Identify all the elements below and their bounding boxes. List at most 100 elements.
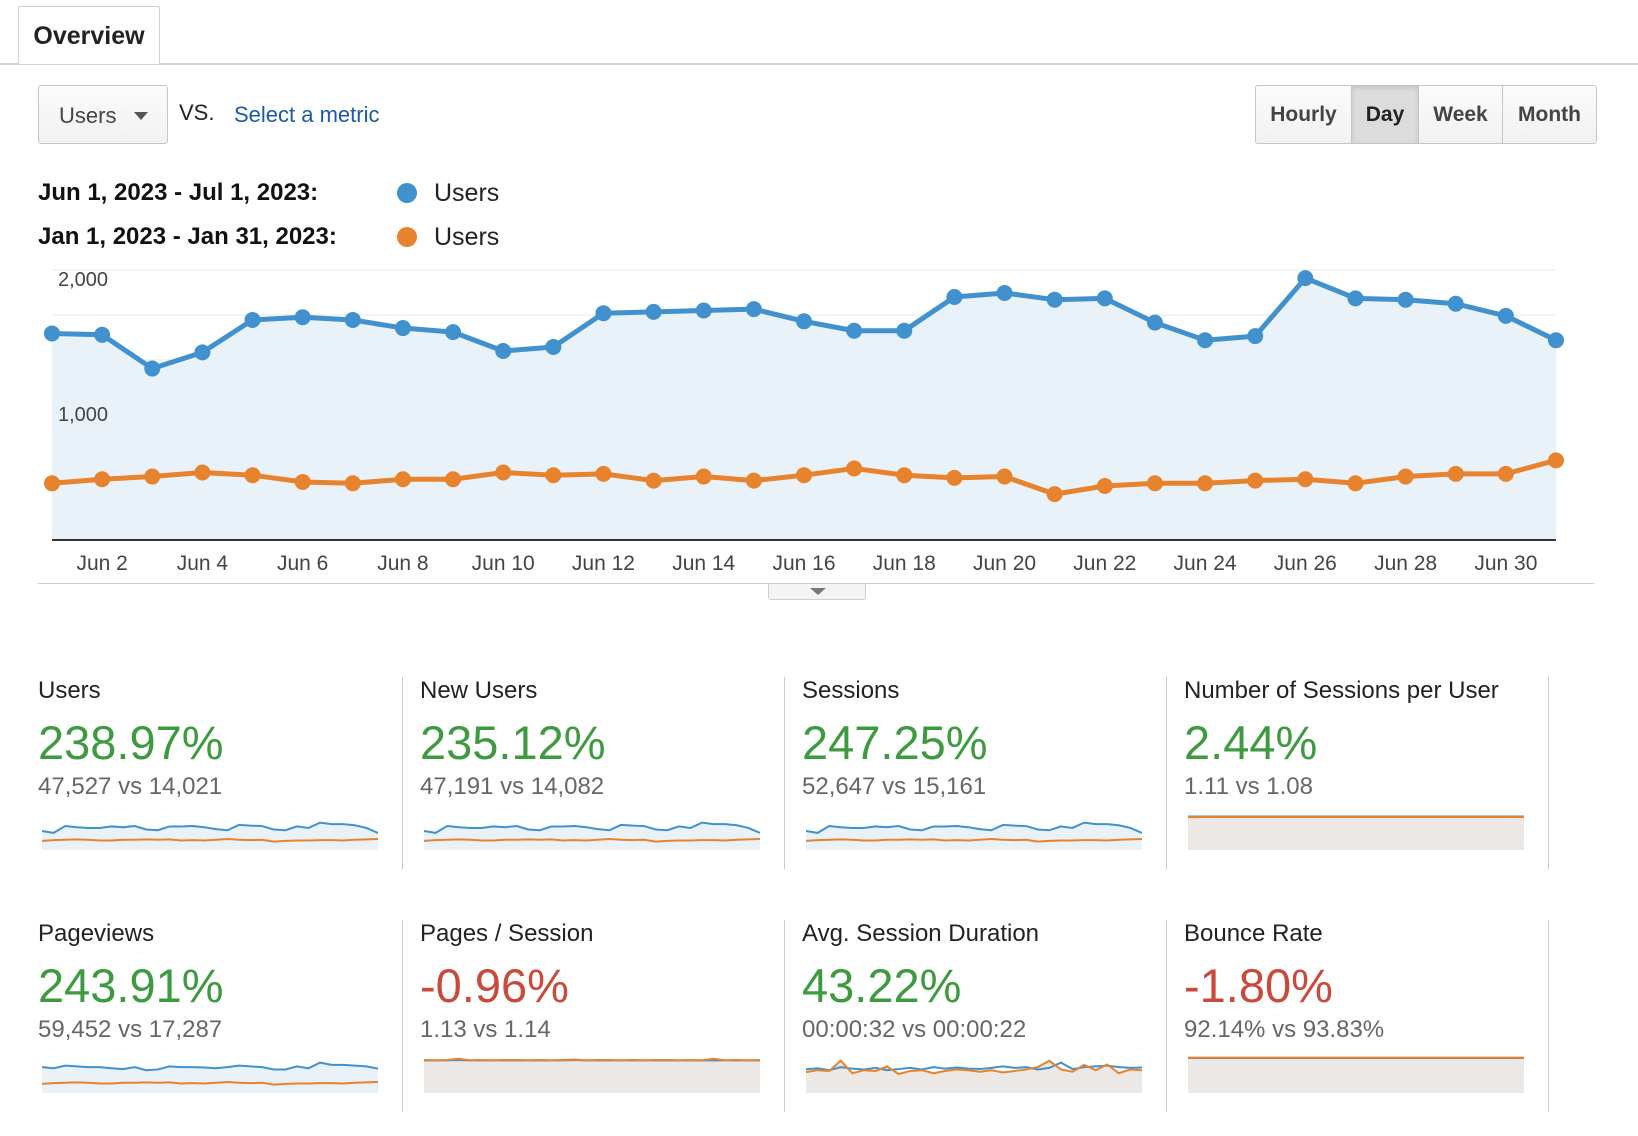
y-tick-label: 1,000 — [58, 404, 108, 426]
tab-overview[interactable]: Overview — [18, 6, 160, 64]
data-point-current — [495, 343, 512, 359]
sparkline — [806, 1059, 1142, 1093]
data-point-current — [796, 313, 812, 330]
data-point-current — [1447, 295, 1464, 312]
x-tick-label: Jun 22 — [1073, 552, 1136, 575]
series-area-current — [52, 278, 1556, 540]
data-point-current — [44, 325, 60, 342]
data-point-current — [1397, 291, 1414, 308]
data-point-previous — [1046, 486, 1063, 503]
data-point-current — [144, 360, 161, 377]
sparkline-area — [42, 822, 378, 850]
data-point-previous — [294, 473, 311, 490]
sparkline — [1188, 815, 1524, 850]
metric-change-percent: 243.91% — [38, 959, 224, 1012]
metric-card[interactable]: New Users 235.12% 47,191 vs 14,082 — [420, 677, 785, 872]
y-tick-label: 2,000 — [58, 269, 108, 291]
x-tick-label: Jun 2 — [76, 552, 127, 575]
metric-name: New Users — [420, 677, 538, 704]
data-point-current — [1497, 307, 1514, 324]
data-point-current — [946, 289, 963, 305]
data-point-current — [896, 322, 913, 339]
data-point-current — [194, 344, 211, 361]
data-point-previous — [1297, 471, 1314, 488]
metric-change-percent: 235.12% — [420, 716, 606, 769]
data-point-previous — [495, 464, 512, 481]
data-point-current — [94, 326, 111, 343]
data-point-previous — [896, 467, 913, 484]
x-tick-label: Jun 16 — [772, 552, 835, 575]
sparkline — [424, 1057, 760, 1093]
data-point-current — [244, 311, 261, 328]
vs-label: VS. — [179, 100, 215, 125]
data-point-previous — [946, 469, 963, 486]
sparkline-current — [424, 821, 760, 834]
data-point-current — [1297, 270, 1314, 287]
sparkline-area — [806, 1060, 1142, 1093]
granularity-week-button[interactable]: Week — [1419, 86, 1503, 143]
data-point-previous — [344, 475, 361, 492]
x-tick-label: Jun 14 — [672, 552, 735, 575]
granularity-toggle: Hourly Day Week Month — [1255, 85, 1597, 144]
x-tick-label: Jun 30 — [1474, 552, 1537, 575]
data-point-previous — [996, 468, 1013, 485]
legend-range-previous: Jan 1, 2023 - Jan 31, 2023: — [38, 223, 337, 250]
granularity-hourly-button[interactable]: Hourly — [1256, 86, 1352, 143]
metric-card[interactable]: Users 238.97% 47,527 vs 14,021 — [38, 677, 403, 872]
metric-name: Pageviews — [38, 920, 155, 947]
metric-name: Pages / Session — [420, 920, 594, 947]
sparkline-current — [42, 1061, 378, 1072]
metric-card[interactable]: Pages / Session -0.96% 1.13 vs 1.14 — [420, 920, 785, 1115]
data-point-previous — [1548, 452, 1564, 469]
data-point-previous — [796, 467, 812, 484]
legend-metric-current: Users — [434, 179, 500, 207]
data-point-previous — [445, 471, 462, 488]
sparkline — [42, 821, 378, 850]
sparkline-area — [1188, 1057, 1524, 1093]
metric-card[interactable]: Number of Sessions per User 2.44% 1.11 vs … — [1184, 677, 1549, 872]
data-point-current — [294, 309, 311, 326]
x-tick-label: Jun 12 — [572, 552, 635, 575]
metric-name: Number of Sessions per User — [1184, 677, 1499, 704]
metric-change-percent: -0.96% — [420, 959, 569, 1012]
data-point-previous — [545, 467, 562, 484]
metric-name: Bounce Rate — [1184, 920, 1323, 947]
select-metric-link[interactable]: Select a metric — [234, 102, 380, 127]
sparkline — [424, 821, 760, 850]
sparkline-area — [42, 1062, 378, 1093]
data-point-previous — [244, 467, 261, 484]
data-point-current — [695, 302, 712, 319]
data-point-current — [1096, 290, 1113, 307]
metric-change-percent: 238.97% — [38, 716, 224, 769]
metric-comparison: 59,452 vs 17,287 — [38, 1016, 223, 1043]
granularity-month-button[interactable]: Month — [1503, 86, 1596, 143]
granularity-day-button[interactable]: Day — [1352, 86, 1419, 143]
metric-select[interactable]: Users — [38, 85, 168, 144]
chart-collapse-handle[interactable] — [768, 584, 866, 600]
metric-card[interactable]: Bounce Rate -1.80% 92.14% vs 93.83% — [1184, 920, 1549, 1115]
tab-bar: Overview — [0, 0, 1638, 65]
data-point-current — [1247, 328, 1264, 345]
data-point-previous — [695, 468, 712, 485]
metric-comparison: 92.14% vs 93.83% — [1184, 1016, 1385, 1043]
metric-change-percent: 247.25% — [802, 716, 988, 769]
data-point-previous — [94, 471, 111, 488]
data-point-previous — [1497, 465, 1514, 482]
metric-comparison: 47,191 vs 14,082 — [420, 773, 605, 800]
sparkline-area — [1188, 816, 1524, 850]
data-point-current — [645, 303, 662, 320]
sparkline-area — [806, 822, 1142, 850]
data-point-current — [745, 301, 762, 318]
x-tick-label: Jun 26 — [1274, 552, 1337, 575]
chevron-down-icon — [134, 112, 148, 120]
legend-range-current: Jun 1, 2023 - Jul 1, 2023: — [38, 179, 319, 206]
sparkline-area — [424, 1058, 760, 1093]
metric-card[interactable]: Pageviews 243.91% 59,452 vs 17,287 — [38, 920, 403, 1115]
sparkline-current — [806, 821, 1142, 834]
data-point-previous — [44, 475, 60, 492]
x-tick-label: Jun 20 — [973, 552, 1036, 575]
metric-card[interactable]: Avg. Session Duration 43.22% 00:00:32 vs 0… — [802, 920, 1167, 1115]
metric-card[interactable]: Sessions 247.25% 52,647 vs 15,161 — [802, 677, 1167, 872]
data-point-current — [595, 305, 612, 322]
sparkline-current — [806, 1061, 1142, 1072]
